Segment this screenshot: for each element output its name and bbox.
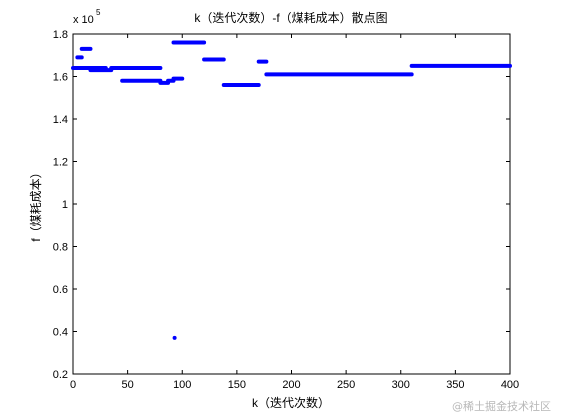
x-tick-label: 50: [122, 379, 134, 391]
x-tick-label: 350: [446, 379, 464, 391]
y-exponent-label: x 10: [73, 14, 94, 26]
x-tick-label: 150: [228, 379, 246, 391]
y-tick-label: 0.4: [53, 327, 68, 339]
y-tick-label: 0.8: [53, 242, 68, 254]
y-tick-label: 0.2: [53, 369, 68, 381]
chart-title: k（迭代次数）-f（煤耗成本）散点图: [194, 10, 387, 25]
data-point: [172, 335, 177, 340]
watermark: @稀土掘金技术社区: [452, 400, 551, 413]
y-tick-label: 1.8: [53, 29, 68, 41]
y-tick-label: 0.6: [53, 284, 68, 296]
x-tick-labels: 0 50 100 150 200 250 300 350 400: [70, 379, 519, 391]
x-tick-label: 200: [282, 379, 300, 391]
y-axis-title: f（煤耗成本）: [29, 166, 43, 241]
x-tick-label: 100: [173, 379, 191, 391]
x-tick-label: 250: [337, 379, 355, 391]
y-tick-label: 1.2: [53, 157, 68, 169]
y-tick-labels: 0.2 0.4 0.6 0.8 1 1.2 1.4 1.6 1.8: [53, 29, 68, 381]
axis-ticks: [72, 33, 511, 375]
x-tick-label: 300: [392, 379, 410, 391]
plot-area: [72, 33, 511, 375]
x-axis-title: k（迭代次数）: [252, 395, 330, 410]
y-exponent-power: 5: [96, 8, 101, 17]
y-tick-label: 1.4: [53, 114, 68, 126]
x-tick-label: 400: [501, 379, 519, 391]
y-tick-label: 1: [62, 199, 68, 211]
data-marks: [71, 40, 512, 340]
y-tick-label: 1.6: [53, 72, 68, 84]
x-tick-label: 0: [70, 379, 76, 391]
